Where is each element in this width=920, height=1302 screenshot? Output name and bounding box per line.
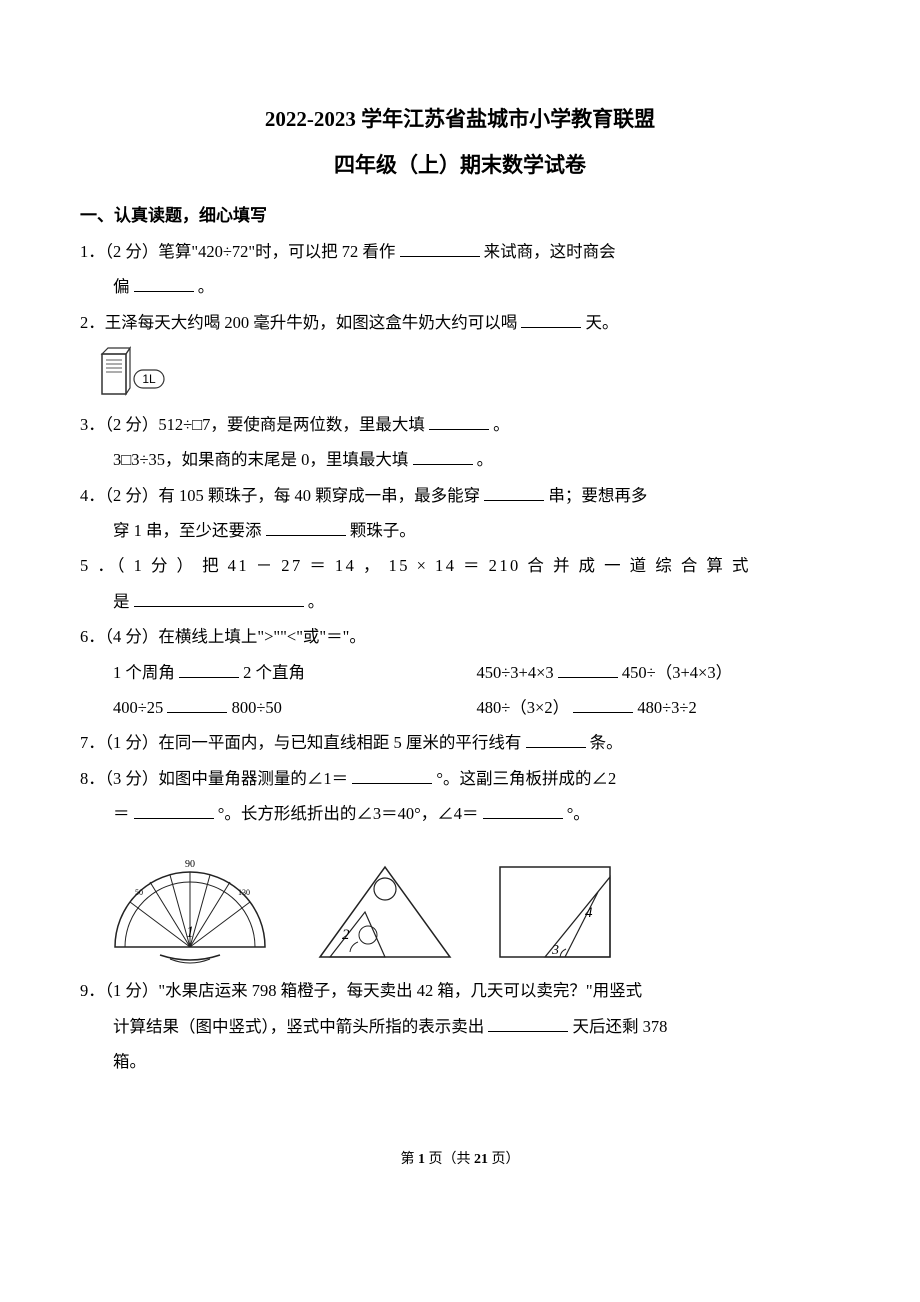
q1-line2-b: 。 xyxy=(198,277,215,296)
q8-e: °。 xyxy=(567,804,590,823)
q7-a: 7．（1 分）在同一平面内，与已知直线相距 5 厘米的平行线有 xyxy=(80,733,526,752)
q5-c: 。 xyxy=(308,592,325,611)
q8-figures: 90 50 130 1 2 4 3 xyxy=(100,837,840,967)
q9-blank-1[interactable] xyxy=(488,1015,568,1032)
q9-d: 箱。 xyxy=(113,1052,146,1071)
question-9: 9．（1 分）"水果店运来 798 箱橙子，每天卖出 42 箱，几天可以卖完？"… xyxy=(80,975,840,1006)
q1-text-a: 1．（2 分）笔算"420÷72"时，可以把 72 看作 xyxy=(80,242,400,261)
q4-blank-1[interactable] xyxy=(484,484,544,501)
question-1-line2: 偏 。 xyxy=(80,271,840,302)
question-9-line2: 计算结果（图中竖式），竖式中箭头所指的表示卖出 天后还剩 378 xyxy=(80,1011,840,1042)
q1-blank-1[interactable] xyxy=(400,241,480,258)
q6-r1-blank1[interactable] xyxy=(179,661,239,678)
q9-c: 天后还剩 378 xyxy=(573,1017,668,1036)
q7-b: 条。 xyxy=(590,733,623,752)
question-6: 6．（4 分）在横线上填上">""<"或"＝"。 xyxy=(80,621,840,652)
q8-blank-2[interactable] xyxy=(134,802,214,819)
q6-row1: 1 个周角 2 个直角 450÷3+4×3 450÷（3+4×3） xyxy=(80,657,840,688)
q6-r2-ra: 480÷（3×2） xyxy=(477,698,570,717)
footer-b: 页（共 xyxy=(425,1152,474,1167)
q5-blank-1[interactable] xyxy=(134,590,304,607)
q2-blank-1[interactable] xyxy=(521,311,581,328)
folded-rectangle-icon: 4 3 xyxy=(490,857,620,967)
q8-b: °。这副三角板拼成的∠2 xyxy=(436,769,616,788)
svg-text:2: 2 xyxy=(342,927,350,943)
q1-blank-2[interactable] xyxy=(134,276,194,293)
q3-l2-b: 。 xyxy=(477,450,494,469)
q8-d: °。长方形纸折出的∠3＝40°，∠4＝ xyxy=(218,804,479,823)
q6-r1-left: 1 个周角 2 个直角 xyxy=(113,657,477,688)
q5-a: 5 ．（ 1 分 ） 把 41 － 27 ＝ 14 ， 15 × 14 ＝ 21… xyxy=(80,556,751,575)
q4-d: 颗珠子。 xyxy=(350,521,416,540)
question-1: 1．（2 分）笔算"420÷72"时，可以把 72 看作 来试商，这时商会 xyxy=(80,236,840,267)
q4-a: 4．（2 分）有 105 颗珠子，每 40 颗穿成一串，最多能穿 xyxy=(80,486,484,505)
q4-b: 串；要想再多 xyxy=(548,486,647,505)
svg-text:1: 1 xyxy=(186,924,194,941)
q6-r2-blank1[interactable] xyxy=(167,696,227,713)
q8-c: ＝ xyxy=(113,804,130,823)
q2-figure: 1L xyxy=(100,346,840,401)
q6-r1-la: 1 个周角 xyxy=(113,663,179,682)
footer-a: 第 xyxy=(401,1152,419,1167)
q6-r2-rb: 480÷3÷2 xyxy=(637,698,696,717)
q6-r2-lb: 800÷50 xyxy=(232,698,282,717)
q4-c: 穿 1 串，至少还要添 xyxy=(113,521,266,540)
q8-a: 8．（3 分）如图中量角器测量的∠1＝ xyxy=(80,769,348,788)
q2-text-a: 2．王泽每天大约喝 200 毫升牛奶，如图这盒牛奶大约可以喝 xyxy=(80,313,521,332)
q6-r1-right: 450÷3+4×3 450÷（3+4×3） xyxy=(477,657,841,688)
q6-r1-blank2[interactable] xyxy=(558,661,618,678)
svg-text:130: 130 xyxy=(238,888,250,897)
question-5: 5 ．（ 1 分 ） 把 41 － 27 ＝ 14 ， 15 × 14 ＝ 21… xyxy=(80,550,840,581)
page-footer: 第 1 页（共 21 页） xyxy=(80,1147,840,1174)
section-1-heading: 一、认真读题，细心填写 xyxy=(80,200,840,232)
q7-blank-1[interactable] xyxy=(526,732,586,749)
page-subtitle: 四年级（上）期末数学试卷 xyxy=(80,146,840,186)
question-4-line2: 穿 1 串，至少还要添 颗珠子。 xyxy=(80,515,840,546)
q3-blank-2[interactable] xyxy=(413,449,473,466)
q6-r2-la: 400÷25 xyxy=(113,698,167,717)
q6-row2: 400÷25 800÷50 480÷（3×2） 480÷3÷2 xyxy=(80,692,840,723)
q8-blank-1[interactable] xyxy=(352,767,432,784)
q3-l1-b: 。 xyxy=(493,415,510,434)
question-7: 7．（1 分）在同一平面内，与已知直线相距 5 厘米的平行线有 条。 xyxy=(80,727,840,758)
q9-a: 9．（1 分）"水果店运来 798 箱橙子，每天卖出 42 箱，几天可以卖完？"… xyxy=(80,981,642,1000)
question-2: 2．王泽每天大约喝 200 毫升牛奶，如图这盒牛奶大约可以喝 天。 xyxy=(80,307,840,338)
svg-text:3: 3 xyxy=(551,943,559,958)
footer-current: 1 xyxy=(418,1152,425,1167)
svg-text:4: 4 xyxy=(585,905,593,921)
svg-text:50: 50 xyxy=(135,888,143,897)
q5-b: 是 xyxy=(113,592,134,611)
question-8: 8．（3 分）如图中量角器测量的∠1＝ °。这副三角板拼成的∠2 xyxy=(80,763,840,794)
q3-blank-1[interactable] xyxy=(429,414,489,431)
q8-blank-3[interactable] xyxy=(483,802,563,819)
q6-r2-left: 400÷25 800÷50 xyxy=(113,692,477,723)
q1-text-b: 来试商，这时商会 xyxy=(484,242,616,261)
question-3: 3．（2 分）512÷□7，要使商是两位数，里最大填 。 xyxy=(80,409,840,440)
protractor-icon: 90 50 130 1 xyxy=(100,837,280,967)
question-5-line2: 是 。 xyxy=(80,586,840,617)
question-4: 4．（2 分）有 105 颗珠子，每 40 颗穿成一串，最多能穿 串；要想再多 xyxy=(80,480,840,511)
question-3-line2: 3□3÷35，如果商的末尾是 0，里填最大填 。 xyxy=(80,444,840,475)
q3-l2-a: 3□3÷35，如果商的末尾是 0，里填最大填 xyxy=(113,450,413,469)
q6-r1-ra: 450÷3+4×3 xyxy=(477,663,558,682)
q6-r2-blank2[interactable] xyxy=(573,696,633,713)
q6-r2-right: 480÷（3×2） 480÷3÷2 xyxy=(477,692,841,723)
q6-r1-lb: 2 个直角 xyxy=(243,663,305,682)
q4-blank-2[interactable] xyxy=(266,520,346,537)
q9-b: 计算结果（图中竖式），竖式中箭头所指的表示卖出 xyxy=(113,1017,488,1036)
q2-text-b: 天。 xyxy=(586,313,619,332)
question-9-line3: 箱。 xyxy=(80,1046,840,1077)
footer-c: 页） xyxy=(488,1152,520,1167)
milk-label: 1L xyxy=(142,372,156,386)
q1-line2-a: 偏 xyxy=(113,277,134,296)
svg-text:90: 90 xyxy=(185,859,195,870)
footer-total: 21 xyxy=(474,1152,488,1167)
question-8-line2: ＝ °。长方形纸折出的∠3＝40°，∠4＝ °。 xyxy=(80,798,840,829)
q6-r1-rb: 450÷（3+4×3） xyxy=(622,663,732,682)
triangle-set-icon: 2 xyxy=(310,857,460,967)
page-title: 2022-2023 学年江苏省盐城市小学教育联盟 xyxy=(80,100,840,140)
milk-box-icon: 1L xyxy=(100,346,170,401)
q3-l1-a: 3．（2 分）512÷□7，要使商是两位数，里最大填 xyxy=(80,415,429,434)
